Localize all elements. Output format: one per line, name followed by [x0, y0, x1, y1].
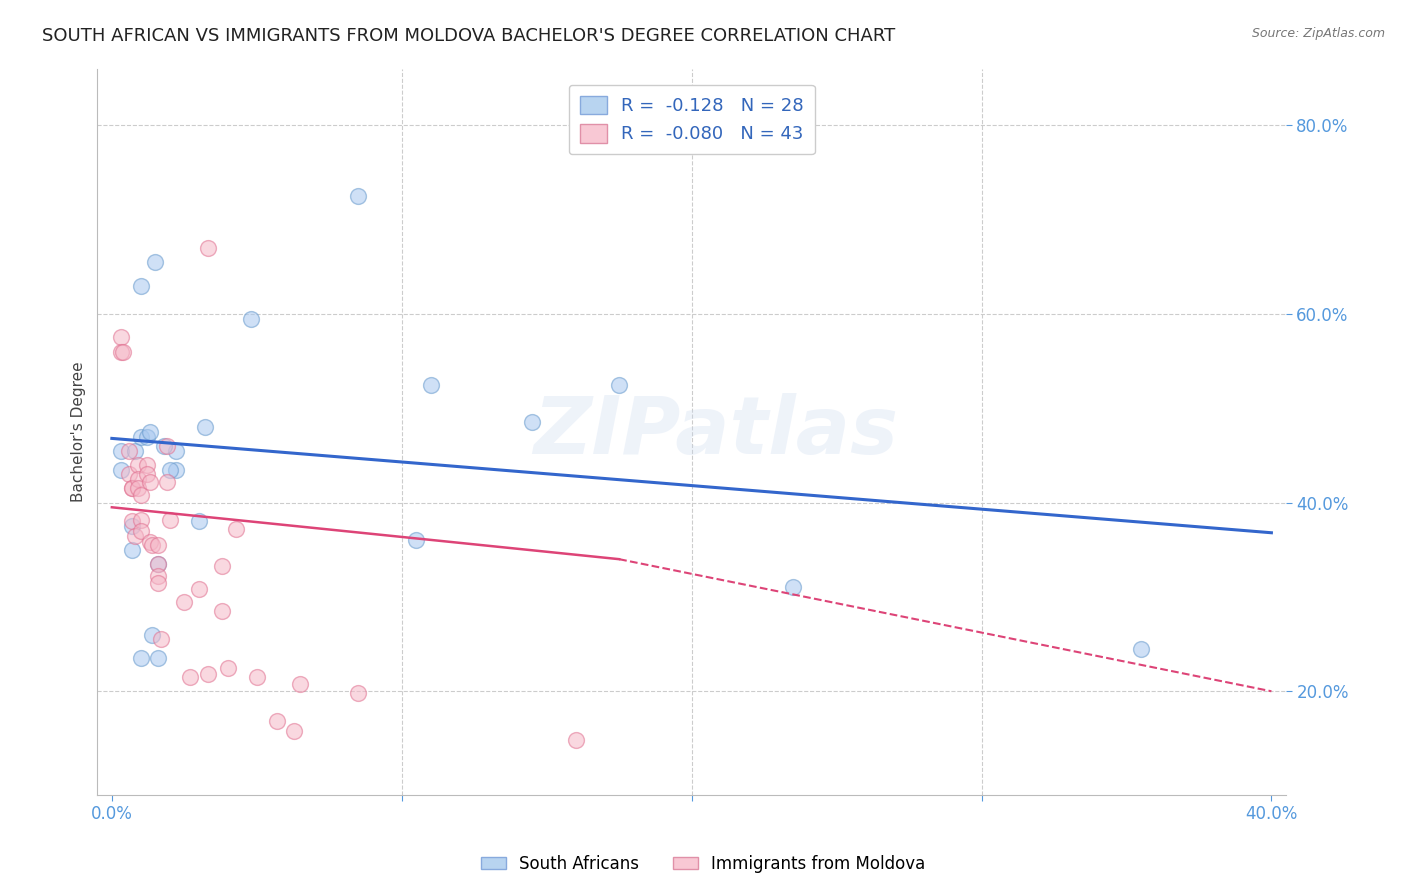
Point: [290, 677, 312, 691]
Point: [165, 462, 187, 476]
Point: [112, 344, 135, 359]
Point: [347, 686, 370, 700]
Point: [405, 533, 427, 548]
Point: [197, 667, 219, 681]
Point: [156, 439, 179, 453]
Point: [129, 278, 152, 293]
Point: [211, 604, 233, 618]
Point: [148, 575, 170, 590]
Point: [1129, 641, 1152, 656]
Point: [141, 627, 163, 641]
Point: [419, 377, 441, 392]
Point: [564, 733, 586, 747]
Point: [110, 344, 132, 359]
Point: [138, 535, 160, 549]
Point: [197, 241, 219, 255]
Point: [187, 515, 209, 529]
Point: [121, 482, 143, 496]
Point: [148, 557, 170, 571]
Point: [607, 377, 630, 392]
Point: [283, 723, 305, 738]
Point: [782, 581, 804, 595]
Point: [121, 542, 143, 557]
Point: [156, 475, 179, 489]
Point: [150, 632, 173, 647]
Point: [118, 467, 141, 482]
Text: ZIPatlas: ZIPatlas: [533, 392, 898, 471]
Point: [165, 443, 187, 458]
Point: [129, 488, 152, 502]
Point: [246, 670, 269, 684]
Point: [129, 429, 152, 443]
Point: [135, 429, 157, 443]
Point: [187, 582, 209, 597]
Point: [110, 330, 132, 344]
Point: [225, 522, 247, 536]
Point: [124, 443, 146, 458]
Point: [135, 467, 157, 482]
Point: [121, 482, 143, 496]
Point: [153, 439, 176, 453]
Point: [129, 651, 152, 665]
Y-axis label: Bachelor's Degree: Bachelor's Degree: [72, 361, 86, 502]
Point: [159, 512, 181, 526]
Point: [110, 462, 132, 476]
Point: [127, 472, 149, 486]
Point: [121, 519, 143, 533]
Point: [129, 512, 152, 526]
Point: [121, 515, 143, 529]
Point: [127, 458, 149, 472]
Point: [138, 425, 160, 439]
Point: [138, 475, 160, 489]
Point: [124, 528, 146, 542]
Point: [159, 462, 181, 476]
Point: [143, 255, 166, 269]
Point: [135, 458, 157, 472]
Point: [148, 557, 170, 571]
Point: [141, 538, 163, 552]
Text: Source: ZipAtlas.com: Source: ZipAtlas.com: [1251, 27, 1385, 40]
Point: [240, 311, 263, 326]
Point: [148, 569, 170, 583]
Point: [129, 524, 152, 538]
Legend: R =  -0.128   N = 28, R =  -0.080   N = 43: R = -0.128 N = 28, R = -0.080 N = 43: [568, 85, 814, 154]
Point: [522, 415, 544, 429]
Point: [194, 420, 217, 434]
Point: [118, 443, 141, 458]
Point: [211, 558, 233, 573]
Point: [347, 189, 370, 203]
Point: [173, 594, 195, 608]
Point: [110, 443, 132, 458]
Legend: South Africans, Immigrants from Moldova: South Africans, Immigrants from Moldova: [474, 848, 932, 880]
Point: [127, 482, 149, 496]
Point: [148, 651, 170, 665]
Text: SOUTH AFRICAN VS IMMIGRANTS FROM MOLDOVA BACHELOR'S DEGREE CORRELATION CHART: SOUTH AFRICAN VS IMMIGRANTS FROM MOLDOVA…: [42, 27, 896, 45]
Point: [266, 714, 288, 729]
Point: [217, 661, 239, 675]
Point: [179, 670, 201, 684]
Point: [148, 538, 170, 552]
